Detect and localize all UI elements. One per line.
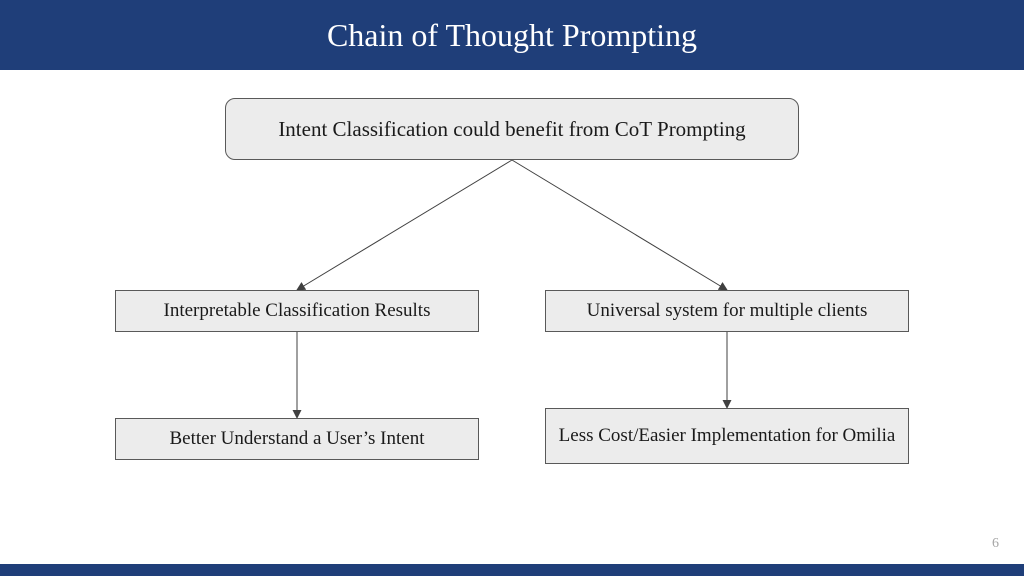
edges-layer bbox=[0, 0, 1024, 576]
node-left1: Interpretable Classification Results bbox=[115, 290, 479, 332]
node-right2: Less Cost/Easier Implementation for Omil… bbox=[545, 408, 909, 464]
page-number: 6 bbox=[992, 536, 999, 552]
node-right1: Universal system for multiple clients bbox=[545, 290, 909, 332]
footer-bar bbox=[0, 564, 1024, 576]
slide-title: Chain of Thought Prompting bbox=[327, 17, 697, 54]
slide: Chain of Thought Prompting 6 Intent Clas… bbox=[0, 0, 1024, 576]
title-bar: Chain of Thought Prompting bbox=[0, 0, 1024, 70]
node-root: Intent Classification could benefit from… bbox=[225, 98, 799, 160]
node-left2: Better Understand a User’s Intent bbox=[115, 418, 479, 460]
